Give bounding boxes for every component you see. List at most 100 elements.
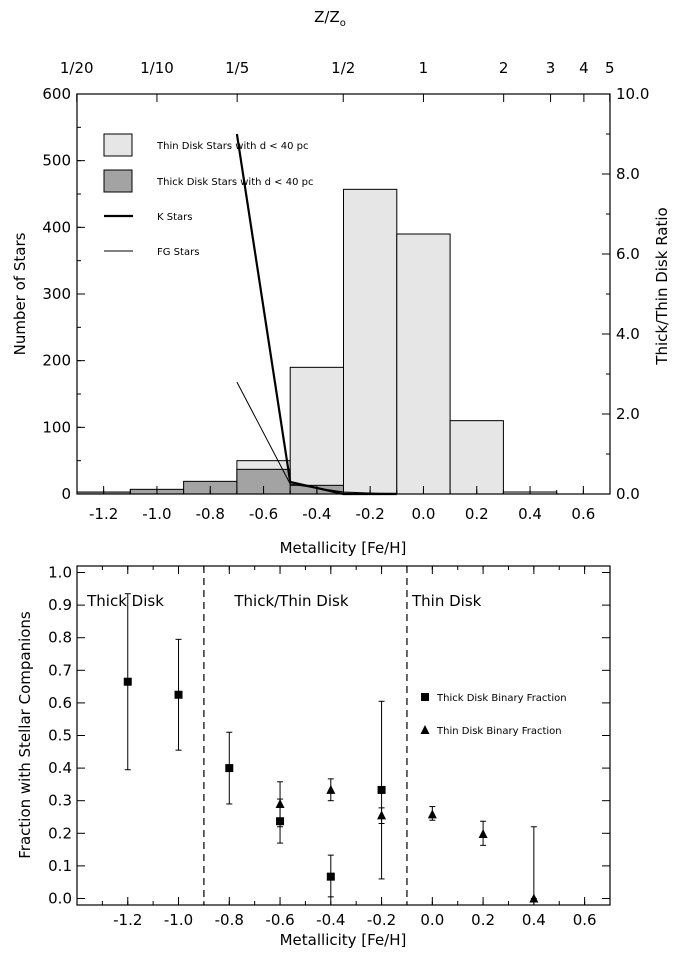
thin-disk-point xyxy=(326,784,336,794)
y-tick-label: 100 xyxy=(42,418,71,436)
thick-disk-point xyxy=(123,677,132,686)
x-tick-label: -0.2 xyxy=(356,505,385,523)
y2-tick-label: 8.0 xyxy=(616,165,640,183)
thick-disk-point xyxy=(225,764,234,773)
y-tick-label: 500 xyxy=(42,152,71,170)
x-tick-label-bottom: 0.4 xyxy=(522,911,546,929)
x-tick-label: 0.6 xyxy=(571,505,595,523)
thick-disk-point xyxy=(377,785,386,794)
region-label: Thick Disk xyxy=(86,592,164,610)
top-tick-label: 1/2 xyxy=(331,59,355,77)
y-tick-label-bottom: 0.5 xyxy=(48,727,72,745)
legend-swatch xyxy=(103,133,133,157)
thin-disk-point xyxy=(478,828,488,838)
x-tick-label: -0.8 xyxy=(196,505,225,523)
y-tick-label-bottom: 0.7 xyxy=(48,661,72,679)
y2-tick-label: 0.0 xyxy=(616,485,640,503)
x-tick-label: 0.4 xyxy=(518,505,542,523)
x-axis-ticks-bottom: -1.2 -1.0 -0.8 -0.6 -0.4 -0.2 0.0 0.2 0.4 0.6 xyxy=(76,566,611,929)
y2-tick-label: 6.0 xyxy=(616,245,640,263)
y-tick-label: 400 xyxy=(42,218,71,236)
scatter-points xyxy=(123,593,539,903)
x-tick-label-bottom: 0.2 xyxy=(471,911,495,929)
x-tick-label-bottom: 0.6 xyxy=(573,911,597,929)
legend-label-bottom: Thin Disk Binary Fraction xyxy=(436,726,562,737)
legend-triangle-marker xyxy=(420,725,430,734)
x-tick-label: -1.2 xyxy=(89,505,118,523)
legend-label: Thick Disk Stars with d < 40 pc xyxy=(156,177,313,188)
y-axis-ticks-bottom: 0.0 0.1 0.2 0.3 0.4 0.5 0.6 0.7 0.8 0.9 1.0 xyxy=(48,564,610,907)
y-tick-label: 0 xyxy=(61,485,71,503)
x-tick-label: 0.0 xyxy=(412,505,436,523)
thin-disk-bar xyxy=(289,366,345,495)
y-tick-label-bottom: 0.9 xyxy=(48,596,72,614)
x-tick-label-bottom: -0.4 xyxy=(316,911,345,929)
top-axis-title: Z/Zo xyxy=(314,8,346,29)
top-tick-label: 2 xyxy=(499,59,509,77)
y-tick-label-bottom: 0.1 xyxy=(48,857,72,875)
x-tick-label: -0.6 xyxy=(249,505,278,523)
x-tick-label: -1.0 xyxy=(142,505,171,523)
legend-swatch xyxy=(103,169,133,193)
legend-label: FG Stars xyxy=(157,247,199,258)
y2-tick-label: 2.0 xyxy=(616,405,640,423)
x-axis-label: Metallicity [Fe/H] xyxy=(280,539,407,557)
thin-disk-point xyxy=(377,810,387,820)
y2-tick-label: 4.0 xyxy=(616,325,640,343)
thick-disk-point xyxy=(326,872,335,881)
legend-square-marker xyxy=(421,693,429,701)
binary-fraction-panel: Thick Disk Thick/Thin Disk Thin Disk -1.2-… xyxy=(16,564,611,949)
region-label: Thick/Thin Disk xyxy=(233,592,348,610)
y2-axis-ticks: 0.0 2.0 4.0 6.0 8.0 10.0 xyxy=(602,85,649,503)
legend-label: K Stars xyxy=(157,212,192,223)
y-tick-label: 600 xyxy=(42,85,71,103)
legend-label: Thin Disk Stars with d < 40 pc xyxy=(156,141,309,152)
histogram-bars xyxy=(76,188,558,495)
x-tick-label-bottom: -0.2 xyxy=(367,911,396,929)
y-tick-label-bottom: 0.8 xyxy=(48,629,72,647)
region-label: Thin Disk xyxy=(411,592,482,610)
y-tick-label-bottom: 0.3 xyxy=(48,792,72,810)
thin-disk-bar xyxy=(449,420,504,495)
y-tick-label-bottom: 0.0 xyxy=(48,889,72,907)
x-tick-label-bottom: -1.2 xyxy=(113,911,142,929)
x-tick-label: 0.2 xyxy=(465,505,489,523)
top-tick-label: 1/20 xyxy=(60,59,94,77)
thin-disk-point xyxy=(275,798,285,808)
top-tick-label: 3 xyxy=(546,59,556,77)
histogram-panel: Z/Zo -1.2 -1.0 -0.8 -0.6 -0.4 -0.2 0.0 0.2 0.4 0.… xyxy=(11,8,671,557)
thin-disk-bar xyxy=(343,188,398,495)
y-axis-label-bottom: Fraction with Stellar Companions xyxy=(16,611,34,859)
top-tick-label: 1 xyxy=(419,59,429,77)
x-tick-label-bottom: -0.8 xyxy=(215,911,244,929)
y2-axis-label: Thick/Thin Disk Ratio xyxy=(653,207,671,365)
x-tick-label: -0.4 xyxy=(302,505,331,523)
top-tick-label: 1/10 xyxy=(140,59,174,77)
x-axis-ticks: -1.2 -1.0 -0.8 -0.6 -0.4 -0.2 0.0 0.2 0.4 0.6 xyxy=(76,486,611,523)
y-axis-ticks: 0 100 200 300 400 500 600 xyxy=(42,85,85,503)
region-dividers xyxy=(203,566,408,905)
x-axis-label-bottom: Metallicity [Fe/H] xyxy=(280,931,407,949)
scatter-legend: Thick Disk Binary Fraction Thin Disk Bina… xyxy=(420,693,567,737)
y-axis-label: Number of Stars xyxy=(11,232,29,355)
y2-tick-label: 10.0 xyxy=(616,85,649,103)
top-tick-label: 4 xyxy=(579,59,589,77)
y-tick-label-bottom: 1.0 xyxy=(48,564,72,582)
top-tick-label: 1/5 xyxy=(225,59,249,77)
thick-disk-point xyxy=(174,690,183,699)
y-tick-label-bottom: 0.4 xyxy=(48,759,72,777)
x-tick-label-bottom: -0.6 xyxy=(265,911,294,929)
histogram-legend: Thin Disk Stars with d < 40 pc Thick Disk… xyxy=(103,133,313,258)
thin-disk-point xyxy=(427,809,437,819)
y-tick-label: 300 xyxy=(42,285,71,303)
legend-label-bottom: Thick Disk Binary Fraction xyxy=(436,693,567,704)
top-tick-label: 5 xyxy=(605,59,615,77)
y-tick-label-bottom: 0.6 xyxy=(48,694,72,712)
x-tick-label-bottom: -1.0 xyxy=(164,911,193,929)
y-tick-label-bottom: 0.2 xyxy=(48,824,72,842)
thin-disk-bar xyxy=(396,233,451,495)
x-tick-label-bottom: 0.0 xyxy=(420,911,444,929)
y-tick-label: 200 xyxy=(42,352,71,370)
region-labels: Thick Disk Thick/Thin Disk Thin Disk xyxy=(86,592,482,610)
